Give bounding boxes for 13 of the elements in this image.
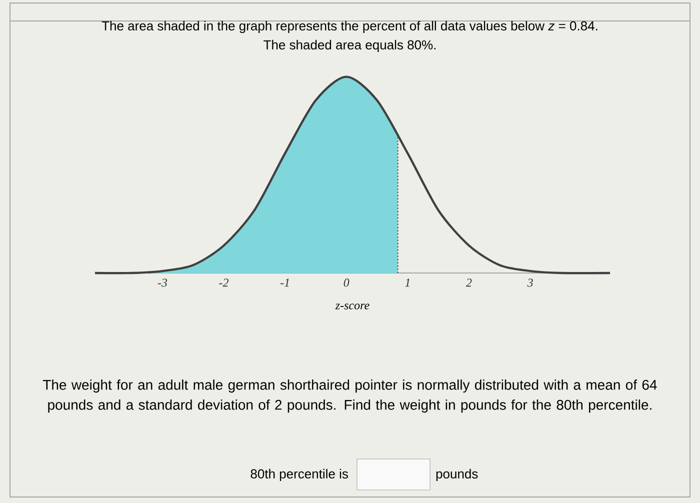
text: 80th percentile is <box>250 468 348 482</box>
text: pounds <box>436 468 478 482</box>
x-tick-label: -1 <box>280 278 289 287</box>
x-axis-title: z-score <box>335 304 370 310</box>
x-tick-label: 2 <box>466 278 472 287</box>
chart-title: The area shaded in the graph represents the percent of all data values below z = 0.84. <box>102 20 598 34</box>
chart-subtitle: The shaded area equals 80%. <box>264 40 436 52</box>
x-tick-label: 0 <box>344 278 350 287</box>
x-tick-label: -2 <box>219 278 228 287</box>
x-tick-label: -3 <box>158 278 168 287</box>
text: The weight for an adult male german shorthaired pointer is normally distributed with a mean of 64 pounds and a standard deviation of 2 pounds. Find the weight in pounds for the 80th percentile. <box>42 380 657 413</box>
x-tick-label: 3 <box>527 278 533 287</box>
x-tick-label: 1 <box>405 278 410 287</box>
